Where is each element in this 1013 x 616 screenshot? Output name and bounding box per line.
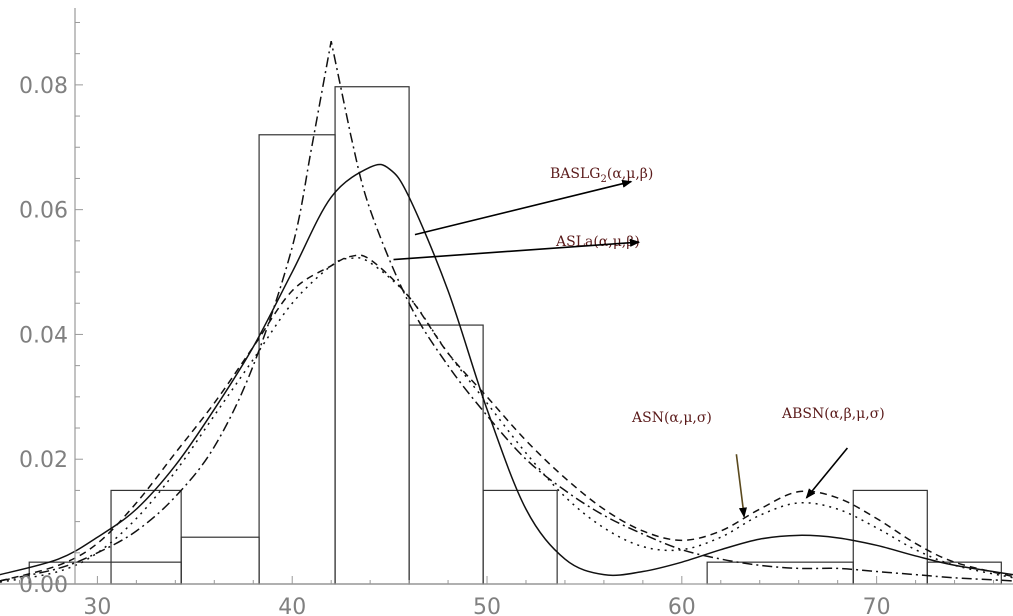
annotations: BASLG2(α,μ,β)ASLa(α,μ,β)ASN(α,μ,σ) ABSN(α… [393,166,885,518]
histogram-bar-3 [180,536,260,585]
series-line-dashdot [0,41,1013,582]
axes: 0.00 0.02 0.04 0.06 0.08 30 40 50 60 70 [0,8,1013,616]
annotation-arrow-0 [414,179,633,236]
annotation-arrow-1 [393,238,641,261]
annotation-text: ABSN(α,β,μ,σ) [781,406,885,422]
y-tick-label: 0.02 [19,448,68,473]
histogram-bar-7 [482,489,558,585]
series-line-dotted [0,257,1013,583]
x-tick-label: 70 [863,595,891,616]
y-tick-label: 0.06 [19,199,68,224]
annotation-arrow-3 [805,447,849,499]
annotation-arrow-2 [735,454,748,518]
histogram-bar-5 [334,86,410,585]
annotation-params: (α,μ,β) [607,166,653,182]
annotation-label-3: ABSN(α,β,μ,σ) [781,406,885,422]
curves [0,41,1013,583]
series-line-solid [0,163,1013,577]
x-tick-label: 40 [278,595,306,616]
histogram [28,86,1002,585]
series-line-dashed [0,254,1013,582]
y-tick-label: 0.04 [19,323,68,348]
annotation-text: BASLG [550,166,600,182]
annotation-label-2: ASN(α,μ,σ) [631,410,712,426]
y-tick-label: 0.08 [19,74,68,99]
histogram-bar-8 [706,561,854,585]
annotation-text: ASN(α,μ,σ) [631,410,712,426]
x-tick-label: 60 [668,595,696,616]
histogram-bar-4 [258,134,336,585]
x-tick-label: 30 [83,595,111,616]
annotation-subscript: 2 [600,174,606,185]
annotation-label-0: BASLG2(α,μ,β) [550,166,653,185]
histogram-bar-2 [110,489,182,585]
x-tick-label: 50 [473,595,501,616]
y-tick-label: 0.00 [19,573,68,598]
